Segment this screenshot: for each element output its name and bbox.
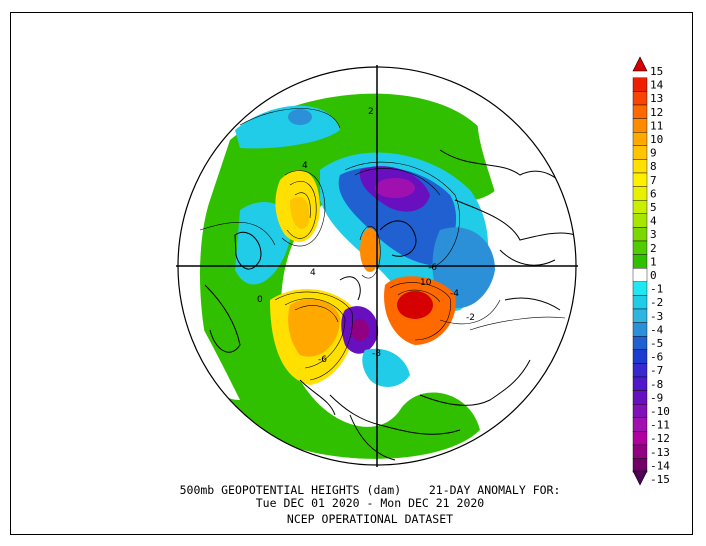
colorbar-swatch — [632, 349, 648, 364]
negative-anomaly-region — [235, 105, 340, 149]
colorbar-label: -14 — [650, 459, 670, 472]
negative-anomaly-core — [288, 109, 312, 125]
colorbar-label: -13 — [650, 446, 670, 459]
colorbar-label: -10 — [650, 405, 670, 418]
colorbar-swatch — [632, 91, 648, 106]
contour-label: 2 — [368, 107, 374, 117]
colorbar-swatch — [632, 322, 648, 337]
colorbar-label: 0 — [650, 269, 657, 282]
contour-labels: 2 4 -4 -2 10 0 -6 -8 4 -6 — [257, 107, 475, 365]
colorbar-label: -2 — [650, 296, 663, 309]
colorbar-swatch — [632, 159, 648, 174]
colorbar-swatch — [632, 376, 648, 391]
colorbar-label: -7 — [650, 364, 663, 377]
figure-frame — [10, 12, 693, 535]
colorbar-label: 1 — [650, 255, 657, 268]
colorbar-swatch — [632, 254, 648, 269]
colorbar-arrow-bottom — [632, 470, 648, 486]
negative-anomaly-core — [351, 319, 369, 341]
colorbar-label: -4 — [650, 323, 664, 336]
positive-anomaly-core — [360, 228, 380, 272]
contour-label: 4 — [302, 161, 308, 171]
neutral-region — [479, 280, 575, 420]
colorbar-label: -5 — [650, 337, 663, 350]
colorbar-swatch — [632, 363, 648, 378]
contour-label: 0 — [257, 295, 263, 305]
positive-anomaly-core — [290, 196, 310, 229]
colorbar-swatch — [632, 268, 648, 283]
colorbar-swatch — [632, 172, 648, 187]
negative-anomaly-region — [235, 201, 292, 285]
colorbar-label: 4 — [650, 215, 657, 228]
colorbar-label: -3 — [650, 310, 663, 323]
caption-dataset: NCEP OPERATIONAL DATASET — [286, 512, 454, 526]
colorbar-swatch — [632, 240, 648, 255]
neutral-region — [477, 100, 575, 260]
colorbar-swatch — [632, 431, 648, 446]
colorbar-swatch — [632, 77, 648, 92]
colorbar-label: 3 — [650, 228, 657, 241]
colorbar-swatch — [632, 390, 648, 405]
contour-label: 10 — [420, 278, 432, 288]
contour-label: -6 — [428, 263, 437, 273]
colorbar-swatch — [632, 213, 648, 228]
negative-anomaly-core — [375, 178, 415, 198]
colorbar-label: 10 — [650, 133, 663, 146]
colorbar-swatch — [632, 295, 648, 310]
negative-anomaly-region — [432, 227, 495, 309]
colorbar-label: -9 — [650, 391, 663, 404]
coastlines — [204, 149, 576, 461]
colorbar-swatch — [632, 458, 648, 473]
colorbar-label: -1 — [650, 283, 663, 296]
colorbar-label: 2 — [650, 242, 657, 255]
colorbar-swatch — [632, 104, 648, 119]
colorbar-label: 15 — [650, 65, 663, 78]
colorbar-label: 12 — [650, 106, 663, 119]
colorbar-label: -6 — [650, 351, 663, 364]
colorbar-swatch — [632, 417, 648, 432]
colorbar-swatch — [632, 145, 648, 160]
colorbar-label: 11 — [650, 119, 663, 132]
colorbar-arrow-top — [632, 56, 648, 72]
colorbar-swatch — [632, 131, 648, 146]
contour-label: -4 — [450, 289, 459, 299]
colorbar-swatch — [632, 281, 648, 296]
neutral-region — [180, 290, 240, 400]
colorbar-label: 8 — [650, 160, 657, 173]
colorbar-label: 14 — [650, 79, 664, 92]
contour-label: -8 — [372, 349, 381, 359]
colorbar-swatch — [632, 336, 648, 351]
caption-title: 500mb GEOPOTENTIAL HEIGHTS (dam) 21-DAY … — [179, 483, 561, 497]
colorbar-label: -12 — [650, 432, 670, 445]
colorbar-label: 9 — [650, 147, 657, 160]
colorbar-swatch — [632, 444, 648, 459]
colorbar-swatch — [632, 404, 648, 419]
colorbar-swatch — [632, 118, 648, 133]
colorbar-label: 7 — [650, 174, 657, 187]
colorbar-label: 5 — [650, 201, 657, 214]
colorbar-swatch — [632, 308, 648, 323]
colorbar-swatch — [632, 186, 648, 201]
contour-lines — [199, 108, 566, 381]
colorbar-label: -8 — [650, 378, 663, 391]
colorbar-label: 6 — [650, 187, 657, 200]
colorbar-label: 13 — [650, 92, 663, 105]
colorbar-swatch — [632, 199, 648, 214]
contour-label: 4 — [310, 268, 316, 278]
figure-caption: 500mb GEOPOTENTIAL HEIGHTS (dam) 21-DAY … — [130, 484, 610, 526]
contour-label: -2 — [466, 313, 475, 323]
positive-anomaly-core — [288, 298, 340, 357]
caption-dates: Tue DEC 01 2020 - Mon DEC 21 2020 — [255, 495, 485, 510]
contour-label: -6 — [318, 355, 327, 365]
negative-anomaly-region — [362, 348, 410, 387]
colorbar-label: -11 — [650, 419, 670, 432]
positive-anomaly-core — [397, 291, 433, 319]
colorbar-label: -15 — [650, 473, 670, 486]
colorbar-swatch — [632, 227, 648, 242]
